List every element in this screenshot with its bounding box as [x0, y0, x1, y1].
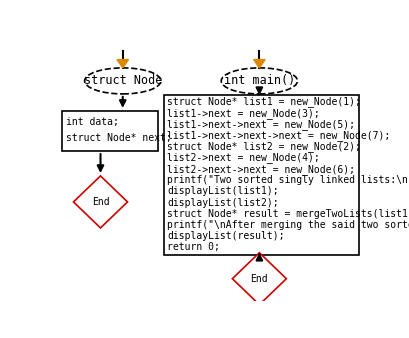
Polygon shape — [232, 253, 285, 305]
Text: End: End — [92, 197, 109, 207]
Polygon shape — [253, 59, 265, 68]
Text: list1->next->next->next = new_Node(7);: list1->next->next->next = new_Node(7); — [167, 130, 389, 141]
Text: struct Node* result = mergeTwoLists(list1, list2);: struct Node* result = mergeTwoLists(list… — [167, 209, 409, 219]
Text: struct Node* list1 = new_Node(1);: struct Node* list1 = new_Node(1); — [167, 96, 360, 107]
Text: printf("Two sorted singly linked lists:\n");: printf("Two sorted singly linked lists:\… — [167, 175, 409, 185]
Ellipse shape — [221, 68, 297, 94]
Text: list1->next = new_Node(3);: list1->next = new_Node(3); — [167, 108, 319, 119]
Text: int data;: int data; — [65, 117, 118, 127]
Ellipse shape — [84, 68, 160, 94]
Bar — [62, 111, 157, 151]
Text: struct Node: struct Node — [83, 74, 162, 88]
Text: struct Node* list2 = new_Node(2);: struct Node* list2 = new_Node(2); — [167, 141, 360, 152]
Text: list2->next->next = new_Node(6);: list2->next->next = new_Node(6); — [167, 164, 354, 174]
Text: struct Node* next;: struct Node* next; — [65, 133, 171, 143]
Text: return 0;: return 0; — [167, 242, 220, 252]
Text: displayList(result);: displayList(result); — [167, 231, 284, 241]
Text: displayList(list2);: displayList(list2); — [167, 198, 278, 208]
Polygon shape — [117, 59, 128, 68]
Polygon shape — [73, 176, 127, 228]
Text: list2->next = new_Node(4);: list2->next = new_Node(4); — [167, 152, 319, 163]
Text: list1->next->next = new_Node(5);: list1->next->next = new_Node(5); — [167, 119, 354, 130]
Text: End: End — [250, 274, 267, 284]
Text: printf("\nAfter merging the said two sorted lists:\n");: printf("\nAfter merging the said two sor… — [167, 220, 409, 230]
Bar — [164, 95, 359, 255]
Text: int main(): int main() — [223, 74, 294, 88]
Text: displayList(list1);: displayList(list1); — [167, 187, 278, 196]
